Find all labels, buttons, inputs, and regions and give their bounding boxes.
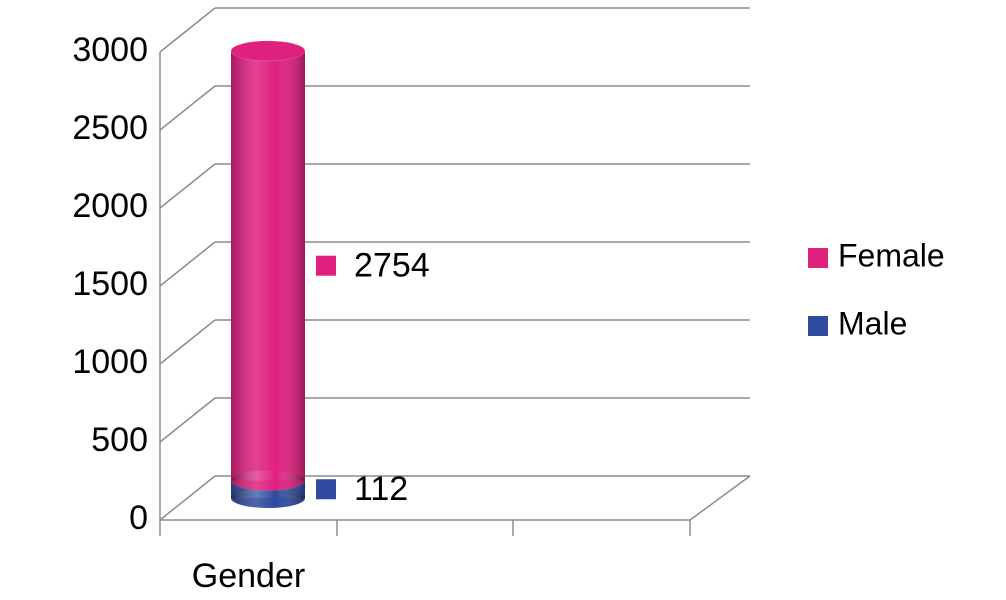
value-label-key (316, 479, 336, 500)
legend-label: Male (838, 305, 907, 341)
y-tick-label: 2000 (72, 187, 148, 225)
y-tick-label: 3000 (72, 31, 148, 69)
bar-top (230, 40, 306, 62)
y-tick-label: 500 (91, 421, 148, 459)
bar-shade (231, 50, 305, 481)
floor-edge (689, 475, 751, 521)
x-tick-label: Gender (192, 557, 305, 595)
legend-label: Female (838, 237, 945, 273)
grid-line (159, 319, 216, 365)
grid-line (159, 7, 216, 53)
grid-line (159, 85, 216, 131)
legend-key (808, 316, 828, 336)
value-label-key (316, 255, 336, 276)
y-tick-label: 1000 (72, 343, 148, 381)
y-tick-label: 1500 (72, 265, 148, 303)
value-label: 2754 (354, 247, 430, 285)
grid-line (159, 163, 216, 209)
y-tick-label: 2500 (72, 109, 148, 147)
grid-line (159, 241, 216, 287)
grid-line (159, 475, 216, 521)
y-tick-label: 0 (129, 499, 148, 537)
legend-key (808, 248, 828, 268)
value-label: 112 (354, 470, 408, 508)
grid-line (159, 397, 216, 443)
